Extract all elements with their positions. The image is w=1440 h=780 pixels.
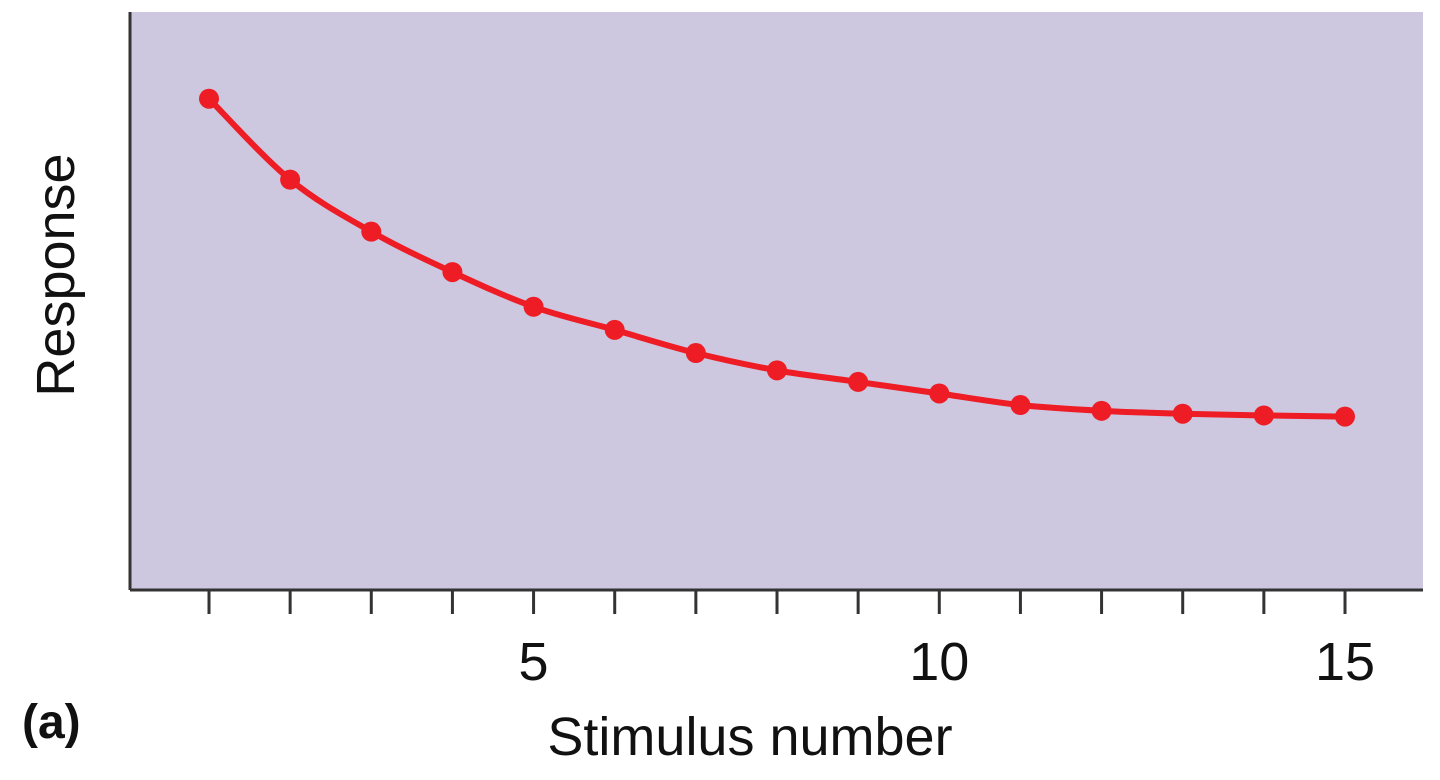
x-axis-ticks (207, 590, 1347, 614)
data-point (1172, 403, 1193, 424)
data-point (361, 221, 382, 242)
x-tick-labels: 5 10 15 (519, 632, 1375, 692)
data-point (1010, 395, 1031, 416)
data-point (685, 343, 706, 364)
data-point (1091, 400, 1112, 421)
plot-area (130, 12, 1423, 590)
data-point (442, 262, 463, 283)
data-point (523, 296, 544, 317)
data-point (604, 319, 625, 340)
series-layer (199, 88, 1355, 427)
data-point (929, 383, 950, 404)
data-point (848, 371, 869, 392)
data-point (199, 88, 219, 109)
data-point (1253, 405, 1274, 426)
x-axis-title: Stimulus number (547, 707, 952, 767)
x-tick-label: 15 (1315, 632, 1375, 692)
y-axis-title: Response (26, 153, 86, 396)
x-tick-label: 5 (519, 632, 549, 692)
data-point (280, 169, 301, 190)
data-point (767, 360, 787, 381)
panel-label: (a) (22, 696, 81, 749)
x-tick-label: 10 (909, 632, 969, 692)
data-point (1335, 406, 1355, 427)
